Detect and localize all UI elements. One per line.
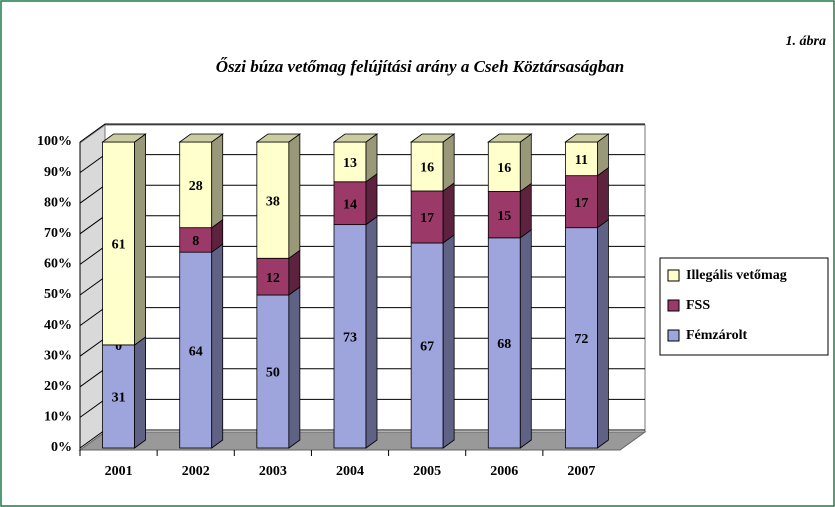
data-label: 0 bbox=[115, 339, 122, 354]
bar-side bbox=[442, 133, 455, 192]
bar-segment bbox=[410, 190, 444, 244]
bar-side bbox=[597, 218, 609, 449]
bar-top bbox=[101, 133, 147, 143]
bar-segment bbox=[333, 224, 367, 449]
bar-side bbox=[597, 166, 609, 229]
bar-side bbox=[519, 182, 532, 239]
y-tick-label: 40% bbox=[44, 318, 72, 333]
bar-side bbox=[519, 133, 532, 193]
bar-top bbox=[255, 133, 302, 143]
data-label: 64 bbox=[189, 344, 203, 359]
grid-line bbox=[79, 123, 645, 143]
x-tick-label: 2001 bbox=[105, 464, 133, 479]
bar-top bbox=[409, 133, 456, 143]
data-label: 17 bbox=[574, 196, 588, 211]
bar-segment bbox=[410, 141, 444, 192]
bar-top bbox=[487, 133, 533, 143]
y-tick-label: 50% bbox=[44, 287, 72, 302]
legend-swatch bbox=[667, 329, 680, 342]
legend-swatch bbox=[667, 299, 680, 312]
data-label: 68 bbox=[497, 337, 511, 352]
bar-segment bbox=[565, 227, 598, 449]
bar-top bbox=[332, 133, 379, 143]
bar-side bbox=[365, 172, 378, 226]
y-tick-label: 60% bbox=[44, 257, 72, 272]
legend-label: Illegális vetőmag bbox=[686, 268, 787, 283]
legend bbox=[659, 257, 829, 356]
bar-top bbox=[178, 133, 224, 143]
data-label: 50 bbox=[266, 366, 280, 381]
data-label: 31 bbox=[112, 391, 126, 406]
data-label: 28 bbox=[189, 179, 203, 194]
bar-segment bbox=[102, 344, 135, 449]
bar-side bbox=[134, 133, 146, 346]
legend-swatch bbox=[667, 269, 680, 282]
bar-segment bbox=[487, 191, 521, 239]
y-tick-label: 80% bbox=[44, 195, 72, 210]
data-label: 73 bbox=[343, 331, 357, 346]
bar-side bbox=[519, 229, 532, 449]
data-label: 72 bbox=[574, 332, 588, 347]
data-label: 16 bbox=[497, 161, 511, 176]
data-label: 16 bbox=[420, 161, 434, 176]
left-wall bbox=[79, 124, 106, 451]
y-tick-label: 70% bbox=[44, 226, 72, 241]
data-label: 13 bbox=[343, 156, 357, 171]
data-label: 67 bbox=[420, 340, 434, 355]
bar-side bbox=[211, 133, 224, 229]
bar-side bbox=[442, 234, 455, 449]
y-tick-label: 100% bbox=[37, 134, 72, 149]
data-label: 14 bbox=[343, 197, 357, 212]
x-tick-label: 2002 bbox=[182, 464, 210, 479]
y-tick-label: 10% bbox=[44, 410, 72, 425]
x-tick-label: 2007 bbox=[567, 464, 595, 479]
bar-side bbox=[134, 336, 146, 449]
bar-side bbox=[442, 182, 455, 244]
bar-segment bbox=[487, 237, 521, 449]
data-label: 15 bbox=[497, 209, 511, 224]
annotation: 1. ábra bbox=[786, 34, 826, 49]
y-tick-label: 20% bbox=[44, 379, 72, 394]
bar-top bbox=[564, 133, 610, 143]
y-tick-label: 0% bbox=[51, 440, 72, 455]
bar-side bbox=[288, 286, 301, 449]
x-tick-label: 2005 bbox=[413, 464, 441, 479]
bar-segment bbox=[256, 257, 290, 296]
data-label: 11 bbox=[575, 153, 588, 168]
bar-segment bbox=[410, 242, 444, 449]
y-tick-label: 30% bbox=[44, 348, 72, 363]
legend-label: FSS bbox=[686, 298, 710, 313]
x-tick-label: 2004 bbox=[336, 464, 364, 479]
bar-segment bbox=[179, 141, 213, 229]
y-tick-label: 90% bbox=[44, 165, 72, 180]
data-label: 61 bbox=[112, 238, 126, 253]
bar-side bbox=[288, 133, 301, 260]
x-tick-label: 2006 bbox=[490, 464, 518, 479]
data-label: 8 bbox=[192, 234, 199, 249]
data-label: 38 bbox=[266, 194, 280, 209]
chart-title: Őszi búza vetőmag felújítási arány a Cse… bbox=[216, 57, 625, 76]
bar-segment bbox=[256, 294, 290, 449]
x-tick-label: 2003 bbox=[259, 464, 287, 479]
bar-side bbox=[365, 215, 378, 449]
data-label: 17 bbox=[420, 211, 434, 226]
data-label: 12 bbox=[266, 271, 280, 286]
legend-label: Fémzárolt bbox=[686, 328, 747, 343]
bar-side bbox=[211, 243, 224, 449]
